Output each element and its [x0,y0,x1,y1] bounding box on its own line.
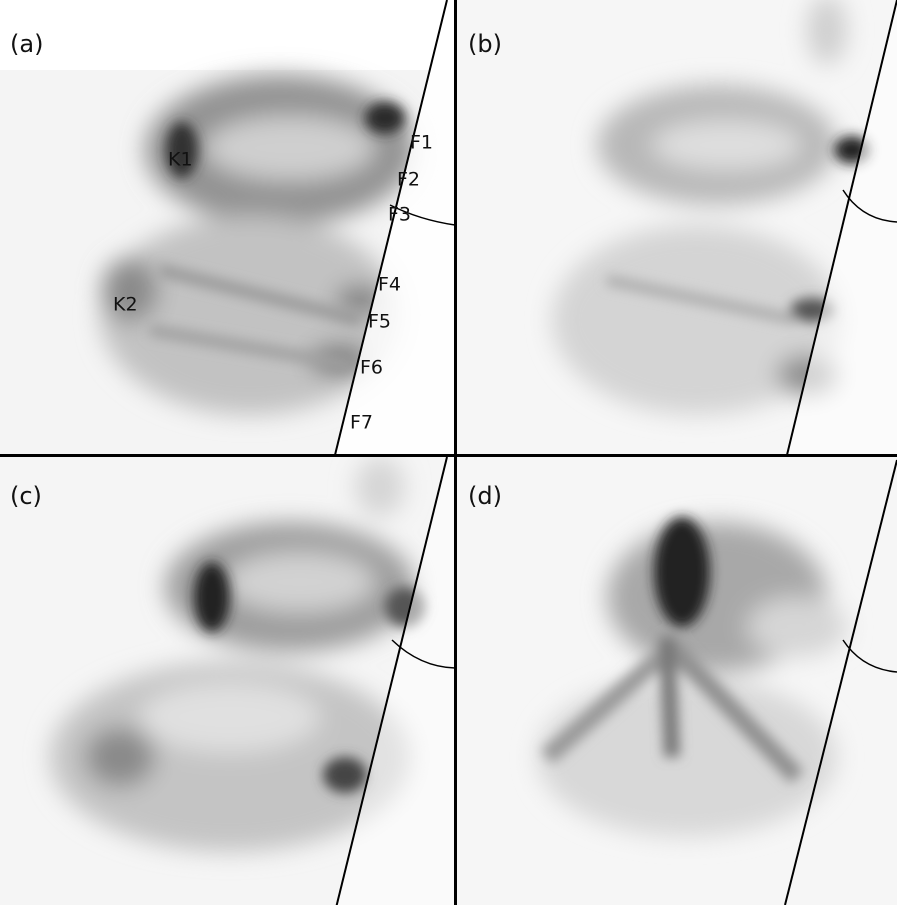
annotation: F2 [397,169,420,191]
panel-c: (c) [0,457,455,905]
annotation: K1 [168,149,193,171]
annotation: F7 [350,412,373,434]
annotation: F3 [388,204,411,226]
panel-label: (d) [468,482,502,510]
annotation: F1 [410,132,433,154]
annotation: F4 [378,274,401,296]
panel-label: (c) [10,482,42,510]
panel-d: (d) [457,457,897,905]
annotation: F5 [368,311,391,333]
annotation: F6 [360,357,383,379]
panel-label: (b) [468,30,502,58]
panel-b: (b) [457,0,897,455]
page: (a) K1 K2 F1 F2 F3 F4 F5 F6 F7 (b) [0,0,897,905]
annotation: K2 [113,294,138,316]
panel-label: (a) [10,30,43,58]
figure: (a) K1 K2 F1 F2 F3 F4 F5 F6 F7 (b) [0,0,897,905]
